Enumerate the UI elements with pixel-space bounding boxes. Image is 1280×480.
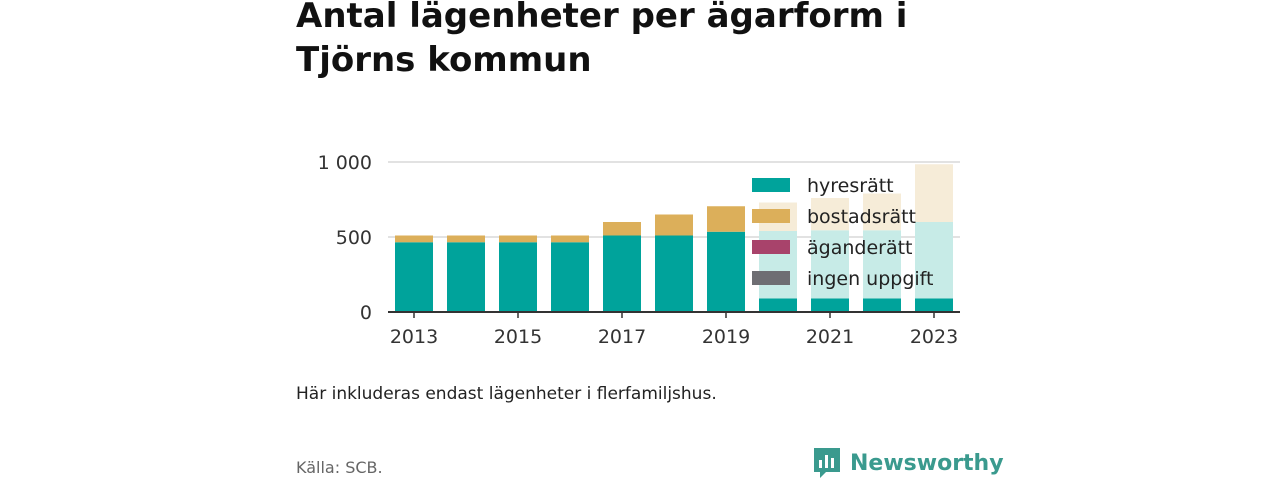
legend-label-äganderätt: äganderätt <box>807 237 913 259</box>
bar-hyresrätt-2014 <box>447 242 485 312</box>
bar-hyresrätt-2020 <box>759 298 797 312</box>
bar-faded-2023 <box>915 164 953 222</box>
bar-bostadsrätt-2018 <box>655 214 693 236</box>
chart-title: Antal lägenheter per ägarform i Tjörns k… <box>296 0 908 80</box>
bar-bostadsrätt-2019 <box>707 206 745 232</box>
legend-label-ingen-uppgift: ingen uppgift <box>807 268 933 290</box>
bar-hyresrätt-2013 <box>395 242 433 312</box>
legend-swatch-bostadsrätt <box>752 209 790 223</box>
legend-label-bostadsrätt: bostadsrätt <box>807 206 916 228</box>
bar-chart: 0 500 1 000 2013 2015 2017 2019 2021 2023 hyresrä… <box>318 152 960 348</box>
bar-hyresrätt-2018 <box>655 235 693 312</box>
bar-hyresrätt-2021 <box>811 298 849 312</box>
bar-faded-2023 <box>915 222 953 299</box>
x-tick-label: 2019 <box>702 326 750 348</box>
bar-faded-2022 <box>863 230 901 299</box>
bar-bostadsrätt-2015 <box>499 235 537 243</box>
bar-hyresrätt-2016 <box>551 242 589 312</box>
bar-bostadsrätt-2014 <box>447 235 485 243</box>
x-tick-label: 2017 <box>598 326 646 348</box>
legend-swatch-ingen-uppgift <box>752 271 790 285</box>
bar-bostadsrätt-2016 <box>551 235 589 243</box>
legend-swatch-hyresrätt <box>752 178 790 192</box>
brand-name: Newsworthy <box>850 450 1004 476</box>
legend-swatch-äganderätt <box>752 240 790 254</box>
x-tick-label: 2015 <box>494 326 542 348</box>
bar-bostadsrätt-2017 <box>603 222 641 236</box>
x-tick-label: 2021 <box>806 326 854 348</box>
chart-note: Här inkluderas endast lägenheter i flerf… <box>296 384 717 404</box>
bar-faded-2021 <box>811 198 849 231</box>
bar-hyresrätt-2017 <box>603 235 641 312</box>
bar-bostadsrätt-2013 <box>395 235 433 243</box>
source-text: Källa: SCB. <box>296 458 383 477</box>
bar-hyresrätt-2019 <box>707 231 745 312</box>
x-tick-label: 2013 <box>390 326 438 348</box>
x-tick-label: 2023 <box>910 326 958 348</box>
y-tick-label: 1 000 <box>318 152 372 174</box>
bar-faded-2021 <box>811 230 849 299</box>
y-tick-label: 0 <box>360 302 372 324</box>
legend-label-hyresrätt: hyresrätt <box>807 175 894 197</box>
y-tick-label: 500 <box>336 227 372 249</box>
bar-faded-2022 <box>863 193 901 231</box>
brand-logo[interactable]: Newsworthy <box>812 446 1004 480</box>
newsworthy-logo-icon <box>814 448 840 478</box>
bar-hyresrätt-2015 <box>499 242 537 312</box>
bar-hyresrätt-2022 <box>863 298 901 312</box>
bar-hyresrätt-2023 <box>915 298 953 312</box>
